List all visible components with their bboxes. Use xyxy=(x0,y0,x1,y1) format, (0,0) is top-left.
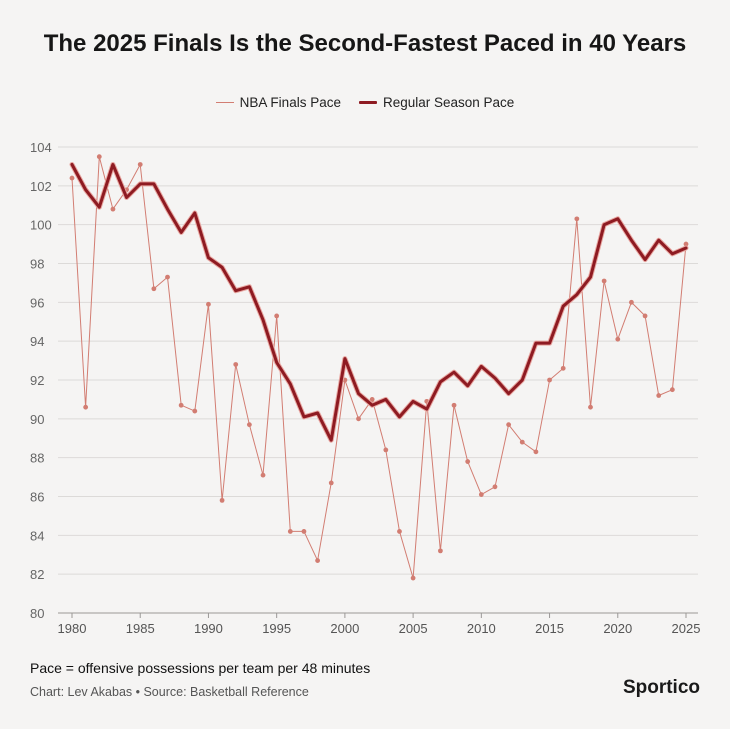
legend-swatch-regular xyxy=(358,101,377,104)
data-point-finals xyxy=(506,422,512,428)
data-point-finals xyxy=(656,393,662,398)
data-point-finals xyxy=(260,472,266,478)
data-point-finals xyxy=(178,402,184,408)
credits: Chart: Lev Akabas • Source: Basketball R… xyxy=(30,685,309,699)
y-tick-label: 90 xyxy=(30,412,44,427)
data-point-finals xyxy=(274,313,280,319)
data-point-finals xyxy=(151,286,157,292)
data-point-finals xyxy=(328,480,334,486)
legend-item-finals: NBA Finals Pace xyxy=(215,95,341,110)
data-point-finals xyxy=(96,154,102,160)
x-tick-label: 1995 xyxy=(262,621,291,636)
x-tick-label: 2000 xyxy=(330,621,359,636)
data-point-finals xyxy=(615,336,621,342)
y-tick-label: 82 xyxy=(30,567,44,582)
data-point-finals xyxy=(683,241,689,247)
x-tick-label: 2025 xyxy=(672,621,701,636)
data-point-finals xyxy=(356,416,361,422)
data-point-finals xyxy=(246,422,252,428)
x-tick-label: 2010 xyxy=(467,621,496,636)
data-point-finals xyxy=(165,274,170,280)
data-point-finals xyxy=(519,439,525,445)
data-point-finals xyxy=(83,404,89,410)
x-tick-label: 2020 xyxy=(603,621,632,636)
data-point-finals xyxy=(383,447,389,453)
chart-title: The 2025 Finals Is the Second-Fastest Pa… xyxy=(43,30,687,57)
data-point-finals xyxy=(110,206,116,212)
data-point-finals xyxy=(560,365,566,371)
data-point-finals xyxy=(574,216,580,222)
series-line-regular xyxy=(70,163,688,442)
y-tick-label: 102 xyxy=(30,179,52,194)
legend: NBA Finals Pace Regular Season Pace xyxy=(0,95,730,110)
y-tick-label: 94 xyxy=(30,334,44,349)
x-tick-label: 1985 xyxy=(126,621,155,636)
x-tick-label: 2015 xyxy=(535,621,564,636)
data-point-finals xyxy=(492,484,498,490)
data-point-finals xyxy=(233,362,239,367)
data-point-finals xyxy=(533,449,539,455)
data-point-finals xyxy=(206,301,211,307)
y-tick-label: 92 xyxy=(30,373,44,388)
data-point-finals xyxy=(465,459,471,464)
x-tick-label: 2005 xyxy=(399,621,428,636)
data-point-finals xyxy=(642,313,648,319)
data-point-finals xyxy=(451,402,457,408)
legend-label-finals: NBA Finals Pace xyxy=(239,95,341,110)
series-line-finals xyxy=(71,156,687,579)
data-point-finals xyxy=(601,278,607,284)
data-point-finals xyxy=(69,175,75,181)
x-tick-label: 1990 xyxy=(194,621,223,636)
sportico-logo: Sportico xyxy=(622,677,700,698)
data-point-finals xyxy=(315,558,320,563)
data-point-finals xyxy=(369,397,375,402)
y-tick-label: 86 xyxy=(30,490,44,505)
legend-label-regular: Regular Season Pace xyxy=(382,95,515,110)
data-point-finals xyxy=(397,529,402,534)
legend-swatch-finals xyxy=(215,102,234,103)
x-tick-label: 1980 xyxy=(58,621,87,636)
y-tick-label: 96 xyxy=(30,295,44,310)
data-point-finals xyxy=(547,377,552,383)
data-point-finals xyxy=(192,408,198,414)
data-point-finals xyxy=(588,404,593,410)
data-point-finals xyxy=(629,299,634,305)
y-tick-label: 80 xyxy=(30,606,44,621)
legend-item-regular: Regular Season Pace xyxy=(358,95,515,110)
data-point-finals xyxy=(287,529,293,534)
y-tick-label: 100 xyxy=(30,218,52,233)
y-tick-label: 84 xyxy=(30,528,44,543)
data-point-finals xyxy=(410,575,416,581)
data-point-finals xyxy=(137,162,143,167)
data-point-finals xyxy=(438,548,443,554)
y-tick-label: 104 xyxy=(30,140,52,155)
y-tick-label: 98 xyxy=(30,257,44,272)
pace-definition-note: Pace = offensive possessions per team pe… xyxy=(30,660,371,676)
data-point-finals xyxy=(669,387,675,393)
data-point-finals xyxy=(478,492,484,497)
data-point-finals xyxy=(219,497,225,503)
y-tick-label: 88 xyxy=(30,451,44,466)
data-point-finals xyxy=(301,529,307,534)
